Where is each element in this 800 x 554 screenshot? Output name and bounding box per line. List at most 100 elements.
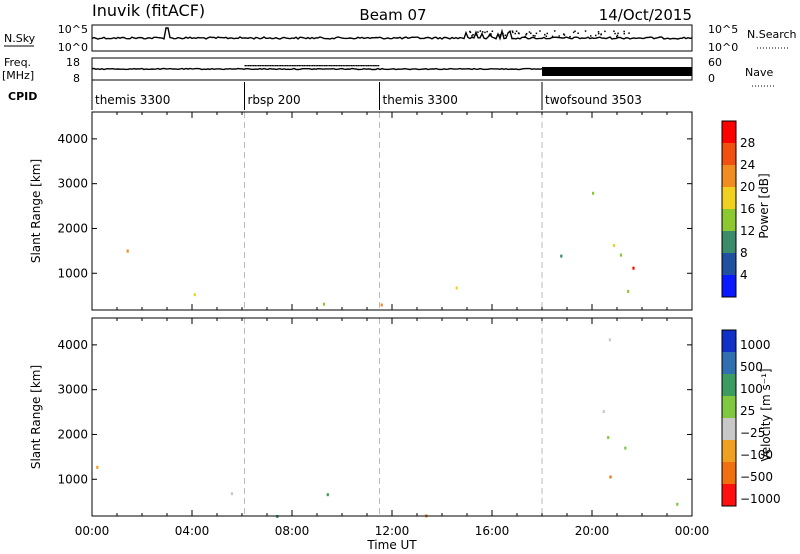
nave-dot <box>263 65 265 67</box>
colorbar-swatch <box>722 187 736 209</box>
nave-dot <box>306 65 309 67</box>
colorbar-swatch <box>722 231 736 253</box>
nave-dot <box>357 65 360 67</box>
nsearch-dot <box>499 34 501 36</box>
nave-tick-top: 60 <box>708 56 722 69</box>
nave-dot <box>269 65 272 67</box>
nave-dot <box>281 65 284 67</box>
nsearch-dot <box>518 32 520 35</box>
colorbar-swatch <box>722 484 736 506</box>
nsearch-dot <box>469 30 471 33</box>
colorbar-swatch <box>722 462 736 484</box>
velocity-colorbar-tick: −1000 <box>740 492 781 506</box>
nsearch-dot <box>614 32 616 35</box>
power-colorbar-tick: 12 <box>740 224 755 238</box>
nave-dot <box>333 65 336 67</box>
nsearch-dot <box>545 35 548 37</box>
nsearch-dot <box>525 33 527 36</box>
nave-dot <box>251 65 253 67</box>
cpid-segment-label: rbsp 200 <box>248 93 301 107</box>
x-tick-label: 20:00 <box>575 524 610 538</box>
nave-dot <box>345 65 348 67</box>
nsearch-dot <box>490 35 492 37</box>
nave-dot <box>279 65 282 67</box>
nsky-strip: N.Sky 10^5 10^0 10^5 10^0 N.Search <box>4 23 797 54</box>
nave-dot <box>354 65 356 67</box>
power-colorbar-tick: 8 <box>740 246 748 260</box>
nave-dot <box>371 65 373 67</box>
nave-dot <box>261 65 263 67</box>
velocity-colorbar-tick: 25 <box>740 404 755 418</box>
nave-dot <box>291 65 294 67</box>
nave-dot <box>286 65 289 67</box>
velocity-colorbar-tick: 100 <box>740 382 763 396</box>
colorbar-swatch <box>722 143 736 165</box>
nsearch-dot <box>515 30 518 32</box>
nave-dot <box>285 65 287 67</box>
nsearch-dot <box>514 32 516 35</box>
nave-dot <box>330 65 333 67</box>
y-tick-label: 1000 <box>57 472 88 486</box>
freq-tick-top: 18 <box>66 56 80 69</box>
nave-dot <box>256 65 258 67</box>
nave-dot <box>350 65 353 67</box>
nsearch-dot <box>623 30 625 33</box>
range-cell <box>380 303 383 307</box>
nave-dot <box>312 65 314 67</box>
nave-dot <box>249 65 252 67</box>
nave-dot <box>258 65 260 67</box>
range-cell <box>560 254 563 258</box>
y-tick-label: 4000 <box>57 132 88 146</box>
nave-dot <box>259 65 262 67</box>
velocity-colorbar-tick: 1000 <box>740 338 771 352</box>
range-cell <box>607 436 610 440</box>
nsearch-dot <box>502 32 504 35</box>
nave-dot <box>352 65 354 67</box>
nave-dot <box>274 65 277 67</box>
velocity-colorbar-label: Velocity [m s⁻¹] <box>759 368 773 461</box>
nave-dot <box>340 65 343 67</box>
nave-dot <box>359 65 361 67</box>
range-cell <box>609 475 612 479</box>
range-cell <box>676 502 679 506</box>
nave-dot <box>315 65 317 67</box>
nave-dot <box>369 65 371 67</box>
power-colorbar-tick: 20 <box>740 180 755 194</box>
nsearch-dot <box>511 30 514 32</box>
freq-unit: [MHz] <box>2 69 34 82</box>
cpid-segment-label: themis 3300 <box>95 93 170 107</box>
power-colorbar-tick: 24 <box>740 158 755 172</box>
nave-dot <box>362 65 365 67</box>
range-cell <box>230 492 233 496</box>
cpid-label: CPID <box>8 90 37 103</box>
nave-dot <box>303 65 306 67</box>
nave-dot <box>313 65 316 67</box>
colorbar-swatch <box>722 275 736 297</box>
nsearch-dot <box>616 35 618 38</box>
nave-dot <box>364 65 366 67</box>
nsearch-dot <box>616 34 619 37</box>
range-cell <box>326 493 329 497</box>
nsearch-dot <box>597 32 600 35</box>
nsearch-dot <box>486 30 488 33</box>
y-tick-label: 4000 <box>57 338 88 352</box>
y-tick-label: 3000 <box>57 177 88 191</box>
nsearch-dot <box>488 35 491 37</box>
range-cell <box>126 249 129 253</box>
power-colorbar-tick: 4 <box>740 268 748 282</box>
nave-dot <box>366 65 368 67</box>
nave-dot <box>244 65 246 67</box>
nsearch-dot <box>528 31 531 33</box>
nsky-tick-top: 10^5 <box>58 23 88 36</box>
beam-title: Beam 07 <box>359 6 426 24</box>
nsearch-dot <box>475 34 478 36</box>
nsearch-dot <box>558 35 560 37</box>
nsearch-dot <box>563 33 565 35</box>
y-tick-label: 2000 <box>57 427 88 441</box>
nave-dot <box>301 65 304 67</box>
colorbar-swatch <box>722 440 736 462</box>
y-tick-label: 2000 <box>57 221 88 235</box>
nsearch-dot <box>617 32 619 35</box>
nsearch-dot <box>524 35 526 38</box>
